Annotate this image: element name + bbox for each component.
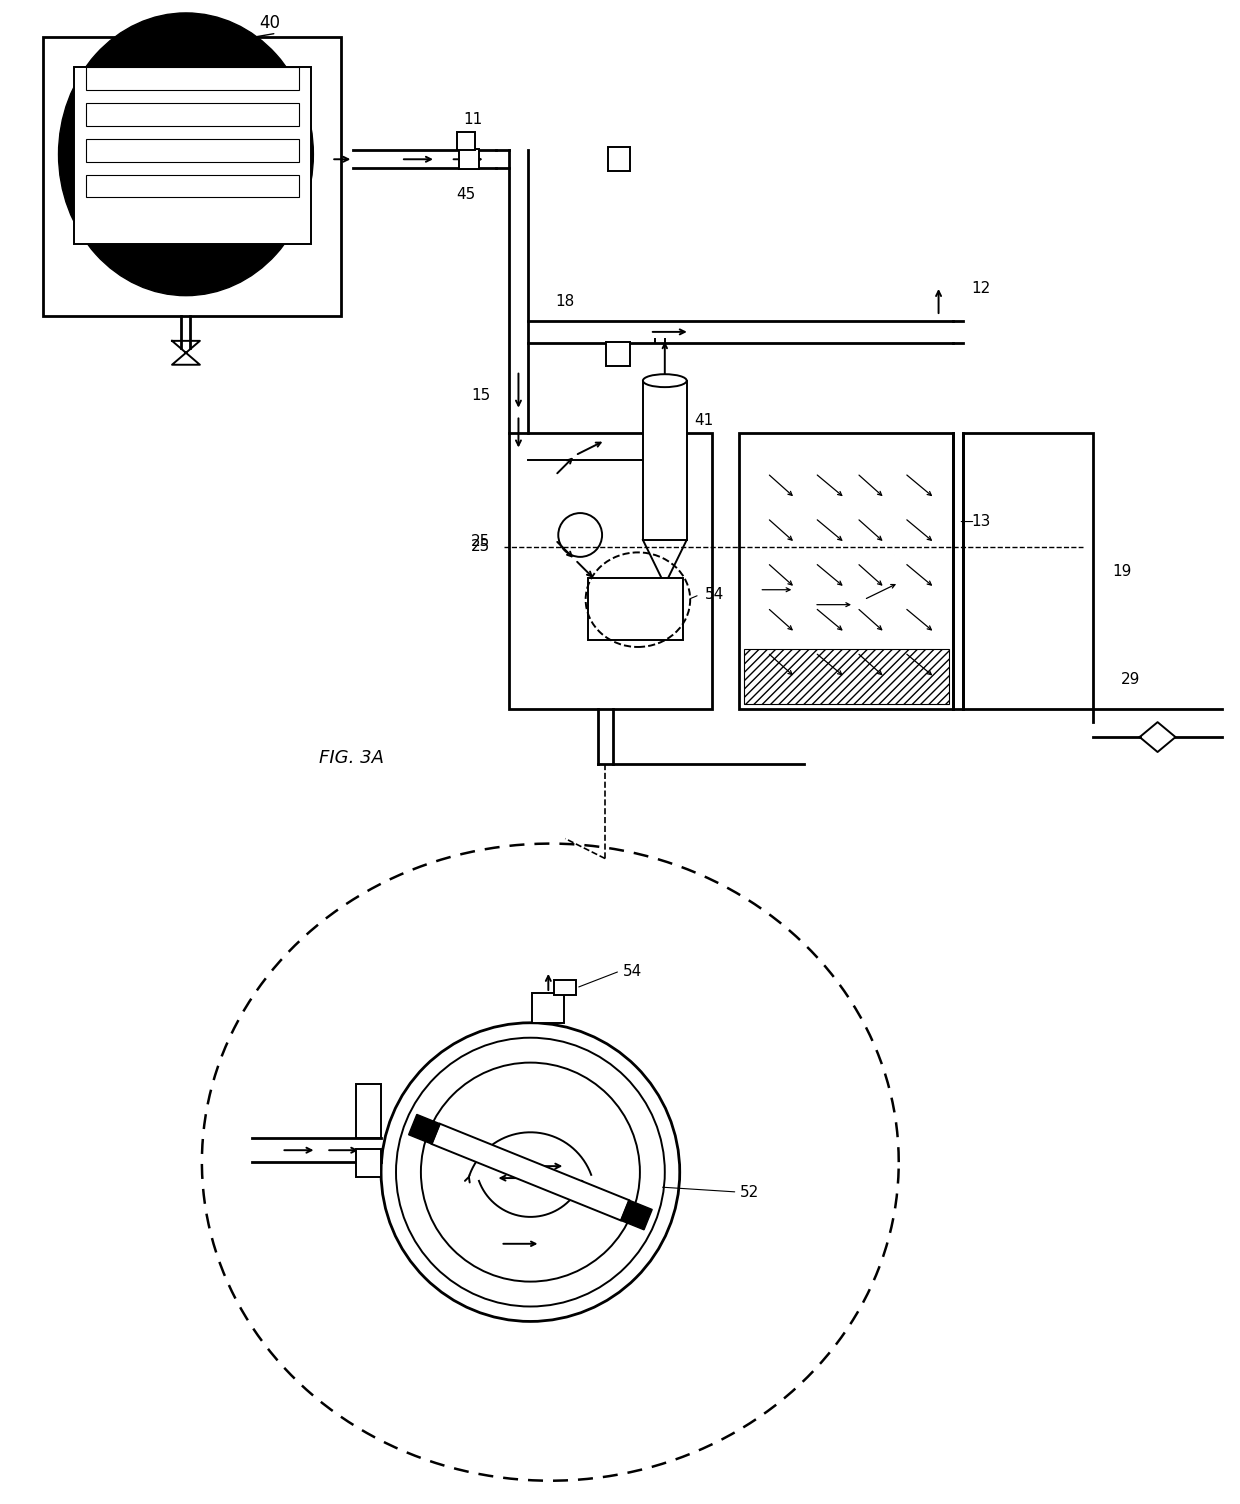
Ellipse shape: [58, 14, 314, 296]
Bar: [456, 132, 475, 150]
Bar: [642, 381, 687, 540]
Bar: [608, 147, 630, 171]
Bar: [356, 1083, 381, 1139]
Ellipse shape: [642, 374, 687, 387]
Polygon shape: [432, 1123, 629, 1220]
Bar: [588, 578, 683, 639]
Bar: [87, 68, 299, 90]
Text: 15: 15: [471, 388, 491, 403]
Polygon shape: [409, 1114, 440, 1145]
Polygon shape: [621, 1200, 652, 1230]
Bar: [42, 38, 341, 316]
Text: 12: 12: [972, 281, 991, 296]
Text: 54: 54: [622, 964, 642, 979]
Text: 45: 45: [456, 186, 475, 202]
Text: 19: 19: [1112, 564, 1132, 579]
Text: 18: 18: [556, 293, 575, 308]
Bar: [74, 68, 311, 244]
Bar: [739, 433, 954, 710]
Text: 13: 13: [972, 514, 991, 529]
Bar: [87, 138, 299, 161]
Text: FIG. 3A: FIG. 3A: [319, 749, 383, 767]
Bar: [963, 433, 1092, 710]
Text: 52: 52: [739, 1185, 759, 1200]
Text: 25: 25: [471, 534, 491, 549]
Text: 40: 40: [259, 14, 280, 32]
Bar: [554, 981, 577, 996]
Bar: [87, 102, 299, 126]
Text: 25: 25: [471, 540, 491, 555]
Bar: [459, 149, 479, 170]
Bar: [744, 650, 949, 704]
Bar: [508, 433, 712, 710]
Bar: [356, 1149, 381, 1178]
Text: 29: 29: [1121, 672, 1141, 687]
Text: 41: 41: [694, 414, 714, 429]
Bar: [606, 341, 630, 365]
Bar: [87, 174, 299, 197]
Bar: [532, 993, 564, 1023]
Text: 11: 11: [463, 113, 482, 128]
Text: 54: 54: [704, 587, 724, 602]
